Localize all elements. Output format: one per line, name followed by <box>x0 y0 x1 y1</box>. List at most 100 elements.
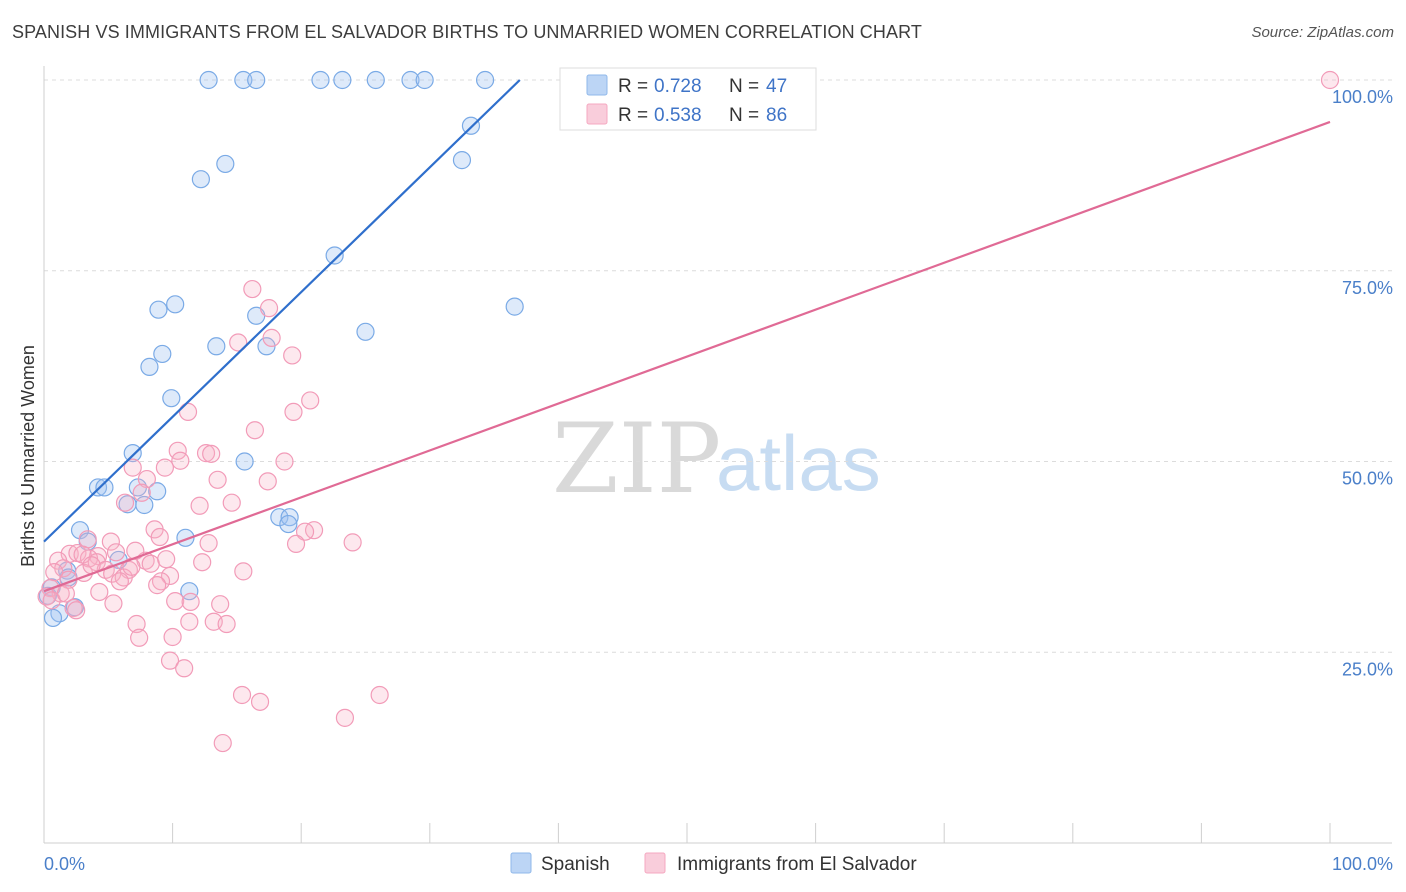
spanish-point <box>279 514 298 534</box>
el-salvador-point <box>193 553 212 572</box>
spanish-point <box>216 154 235 174</box>
el-salvador-point <box>202 444 221 463</box>
el-salvador-point <box>181 592 200 611</box>
spanish-point <box>325 246 344 265</box>
el-salvador-point <box>245 421 265 440</box>
spanish-point <box>88 478 108 497</box>
el-salvador-point <box>335 708 355 727</box>
x-axis-end-labels: 0.0% 100.0% <box>44 854 1393 874</box>
chart-source: Source: ZipAtlas.com <box>1251 24 1394 41</box>
el-salvador-point <box>130 628 149 647</box>
series-legend-swatch-spanish <box>510 852 532 874</box>
el-salvador-point <box>127 614 146 634</box>
el-salvador-point <box>217 614 236 634</box>
el-salvador-point <box>286 534 306 554</box>
y-tick-label: 100.0% <box>1332 87 1393 107</box>
el-salvador-point <box>190 496 209 515</box>
trend-lines <box>43 79 1331 593</box>
spanish-point <box>270 508 289 527</box>
el-salvador-point <box>213 733 232 753</box>
spanish-point <box>199 70 218 90</box>
spanish-point <box>207 337 226 356</box>
el-salvador-point <box>211 595 230 614</box>
spanish-point <box>475 70 495 90</box>
el-salvador-point <box>175 659 194 678</box>
el-salvador-point <box>180 612 199 631</box>
el-salvador-point <box>157 550 176 569</box>
el-salvador-point <box>229 333 248 352</box>
y-tick-label: 25.0% <box>1342 659 1393 679</box>
spanish-point <box>234 70 253 90</box>
spanish-point <box>280 508 299 527</box>
el-salvador-point <box>232 685 252 705</box>
el-salvador-trend-line <box>43 120 1331 593</box>
el-salvador-point <box>123 458 142 477</box>
stats-legend: R = 0.728 N = 47 R = 0.538 N = 86 <box>559 67 817 131</box>
x-tick-label-start: 0.0% <box>44 854 85 874</box>
spanish-point <box>247 70 266 90</box>
el-salvador-point <box>301 391 320 410</box>
spanish-point <box>311 70 330 90</box>
el-salvador-point <box>196 444 216 463</box>
spanish-point <box>191 170 210 189</box>
el-salvador-point <box>199 534 218 553</box>
spanish-point <box>123 444 142 463</box>
el-salvador-point <box>137 469 156 489</box>
spanish-point <box>95 478 114 497</box>
el-salvador-point <box>148 576 167 595</box>
series-legend-label-el-salvador: Immigrants from El Salvador <box>677 854 917 875</box>
el-salvador-point <box>160 651 180 670</box>
y-axis-label: Births to Unmarried Women <box>18 345 38 567</box>
spanish-point <box>333 70 352 90</box>
legend-n-label-2: N = <box>729 105 759 126</box>
el-salvador-point <box>275 452 294 471</box>
spanish-point <box>148 482 167 501</box>
el-salvador-point <box>258 472 277 491</box>
legend-r-label-1: R = <box>618 76 648 97</box>
el-salvador-point <box>110 572 129 591</box>
el-salvador-point <box>343 533 362 552</box>
spanish-point <box>140 357 159 376</box>
spanish-point <box>366 70 385 90</box>
spanish-point <box>166 295 185 314</box>
el-salvador-point <box>104 594 123 613</box>
el-salvador-point <box>234 562 253 581</box>
legend-n-label-1: N = <box>729 76 759 97</box>
el-salvador-point <box>284 402 303 422</box>
spanish-point <box>43 608 63 628</box>
el-salvador-point <box>141 554 160 573</box>
el-salvador-point <box>115 493 135 512</box>
spanish-point <box>356 322 375 341</box>
legend-r-label-2: R = <box>618 105 648 126</box>
legend-n-value-1: 47 <box>766 76 787 97</box>
el-salvador-point <box>243 279 262 299</box>
spanish-point <box>452 151 472 170</box>
el-salvador-point <box>126 541 145 560</box>
spanish-point <box>401 70 420 90</box>
series-legend-swatch-el-salvador <box>644 852 666 874</box>
y-tick-label: 75.0% <box>1342 278 1393 298</box>
el-salvador-point <box>64 598 83 618</box>
spanish-point <box>149 300 168 319</box>
el-salvador-point <box>163 627 182 647</box>
el-salvador-point <box>1320 70 1340 90</box>
el-salvador-point <box>222 493 241 512</box>
data-points <box>37 70 1340 753</box>
el-salvador-point <box>283 346 302 365</box>
el-salvador-point <box>208 470 227 489</box>
el-salvador-point <box>54 559 73 578</box>
spanish-point <box>162 389 181 408</box>
series-legend-label-spanish: Spanish <box>541 854 610 875</box>
watermark-atlas: atlas <box>716 419 881 507</box>
spanish-point <box>153 344 172 364</box>
series-legend: Spanish Immigrants from El Salvador <box>510 852 917 875</box>
spanish-point <box>65 598 84 617</box>
el-salvador-point <box>178 402 198 422</box>
watermark-zip: ZIP <box>552 403 721 515</box>
el-salvador-point <box>160 566 180 586</box>
el-salvador-point <box>250 692 270 711</box>
chart-title: SPANISH VS IMMIGRANTS FROM EL SALVADOR B… <box>12 22 922 42</box>
spanish-point <box>505 297 524 316</box>
el-salvador-point <box>155 458 174 477</box>
